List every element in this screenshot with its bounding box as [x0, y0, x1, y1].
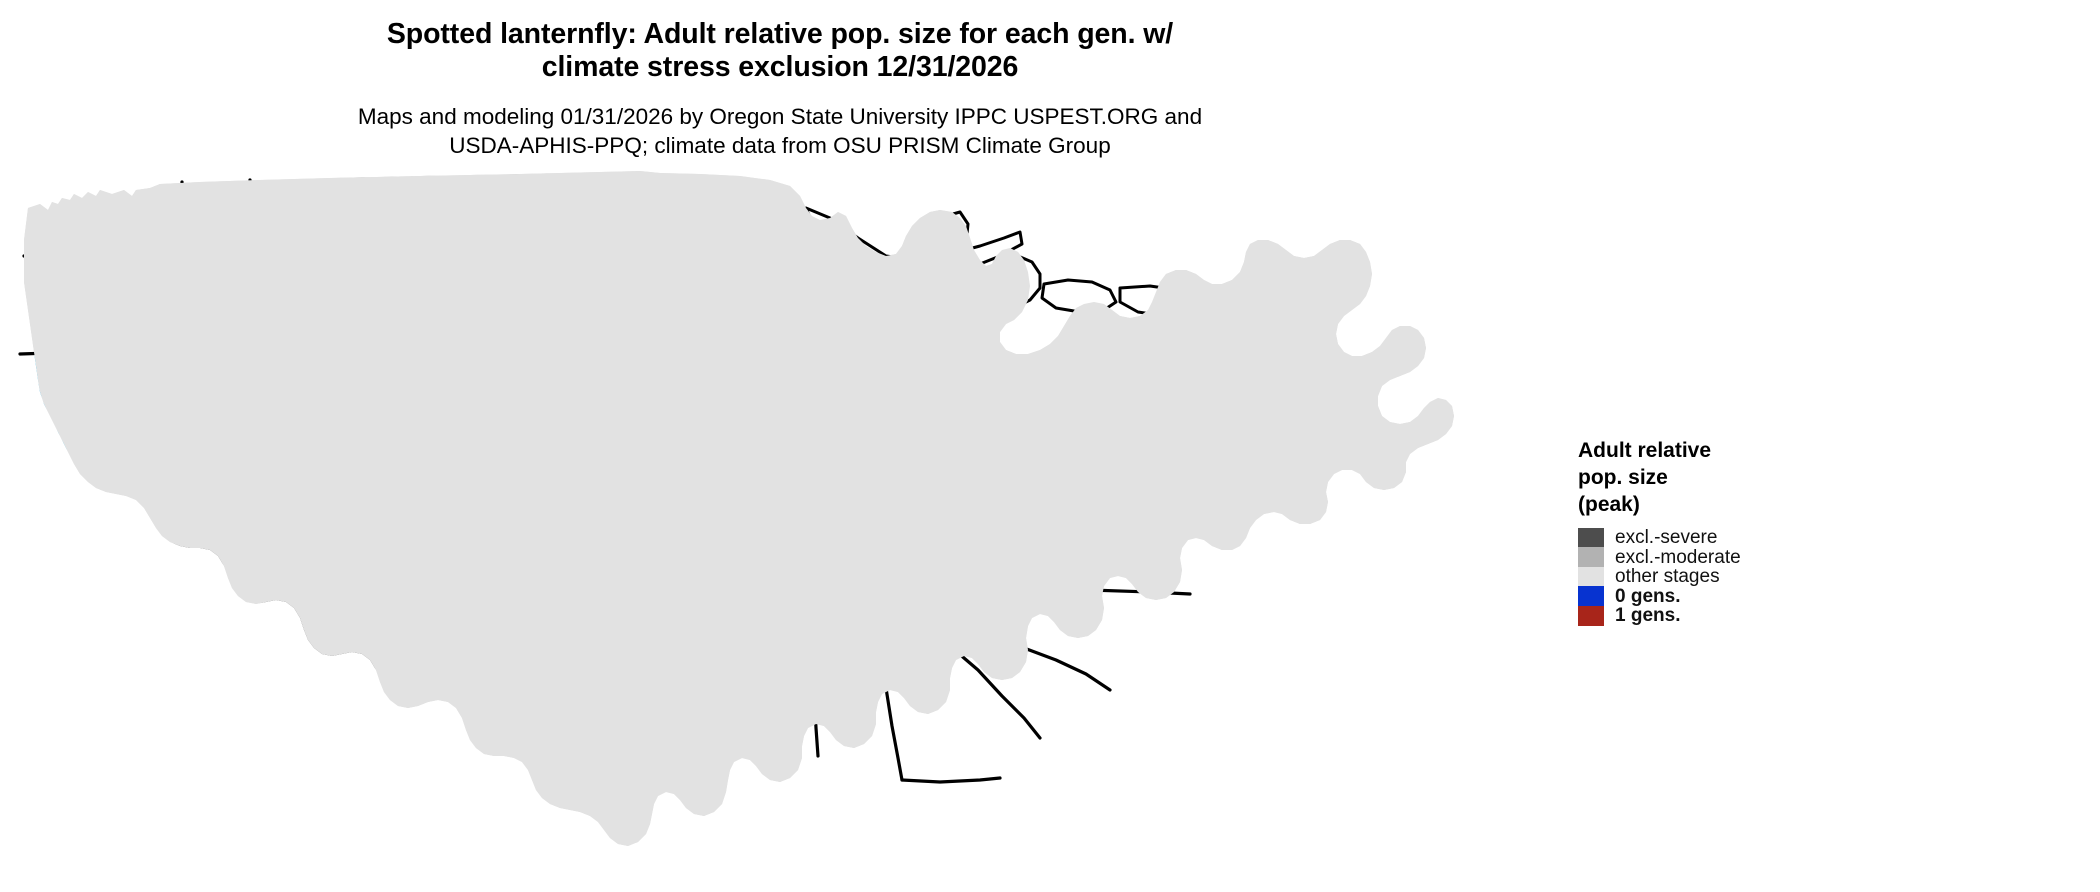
legend-swatch — [1578, 586, 1604, 606]
legend-row: other stages — [1578, 566, 1878, 588]
us-map-svg — [18, 160, 1560, 890]
title-block: Spotted lanternfly: Adult relative pop. … — [0, 18, 1560, 160]
legend-row: excl.-severe — [1578, 526, 1878, 548]
legend-label: other stages — [1615, 566, 1720, 588]
national-border — [24, 171, 1454, 846]
legend-swatch — [1578, 606, 1604, 626]
legend-swatch — [1578, 547, 1604, 567]
legend-swatch — [1578, 566, 1604, 587]
page-subtitle-line2: USDA-APHIS-PPQ; climate data from OSU PR… — [449, 132, 1111, 158]
legend-label: 1 gens. — [1615, 605, 1681, 627]
page-subtitle: Maps and modeling 01/31/2026 by Oregon S… — [0, 102, 1560, 160]
legend-row: 0 gens. — [1578, 586, 1878, 606]
legend-row: 1 gens. — [1578, 606, 1878, 626]
legend-label: 0 gens. — [1615, 585, 1681, 607]
page-title: Spotted lanternfly: Adult relative pop. … — [0, 18, 1560, 85]
us-choropleth-map — [0, 160, 1560, 890]
legend-label: excl.-severe — [1615, 526, 1718, 548]
legend-row: excl.-moderate — [1578, 547, 1878, 567]
page-subtitle-line1: Maps and modeling 01/31/2026 by Oregon S… — [357, 103, 1203, 129]
legend-label: excl.-moderate — [1615, 546, 1741, 568]
page-title-line1: Spotted lanternfly: Adult relative pop. … — [386, 18, 1174, 50]
legend-swatch — [1578, 527, 1604, 548]
legend-title: Adult relative pop. size (peak) — [1578, 439, 1712, 516]
page-title-line2: climate stress exclusion 12/31/2026 — [541, 51, 1019, 84]
map-legend: Adult relative pop. size (peak) excl.-se… — [1578, 438, 1878, 626]
legend-items: excl.-severe excl.-moderate other stages 0 … — [1578, 526, 1878, 626]
